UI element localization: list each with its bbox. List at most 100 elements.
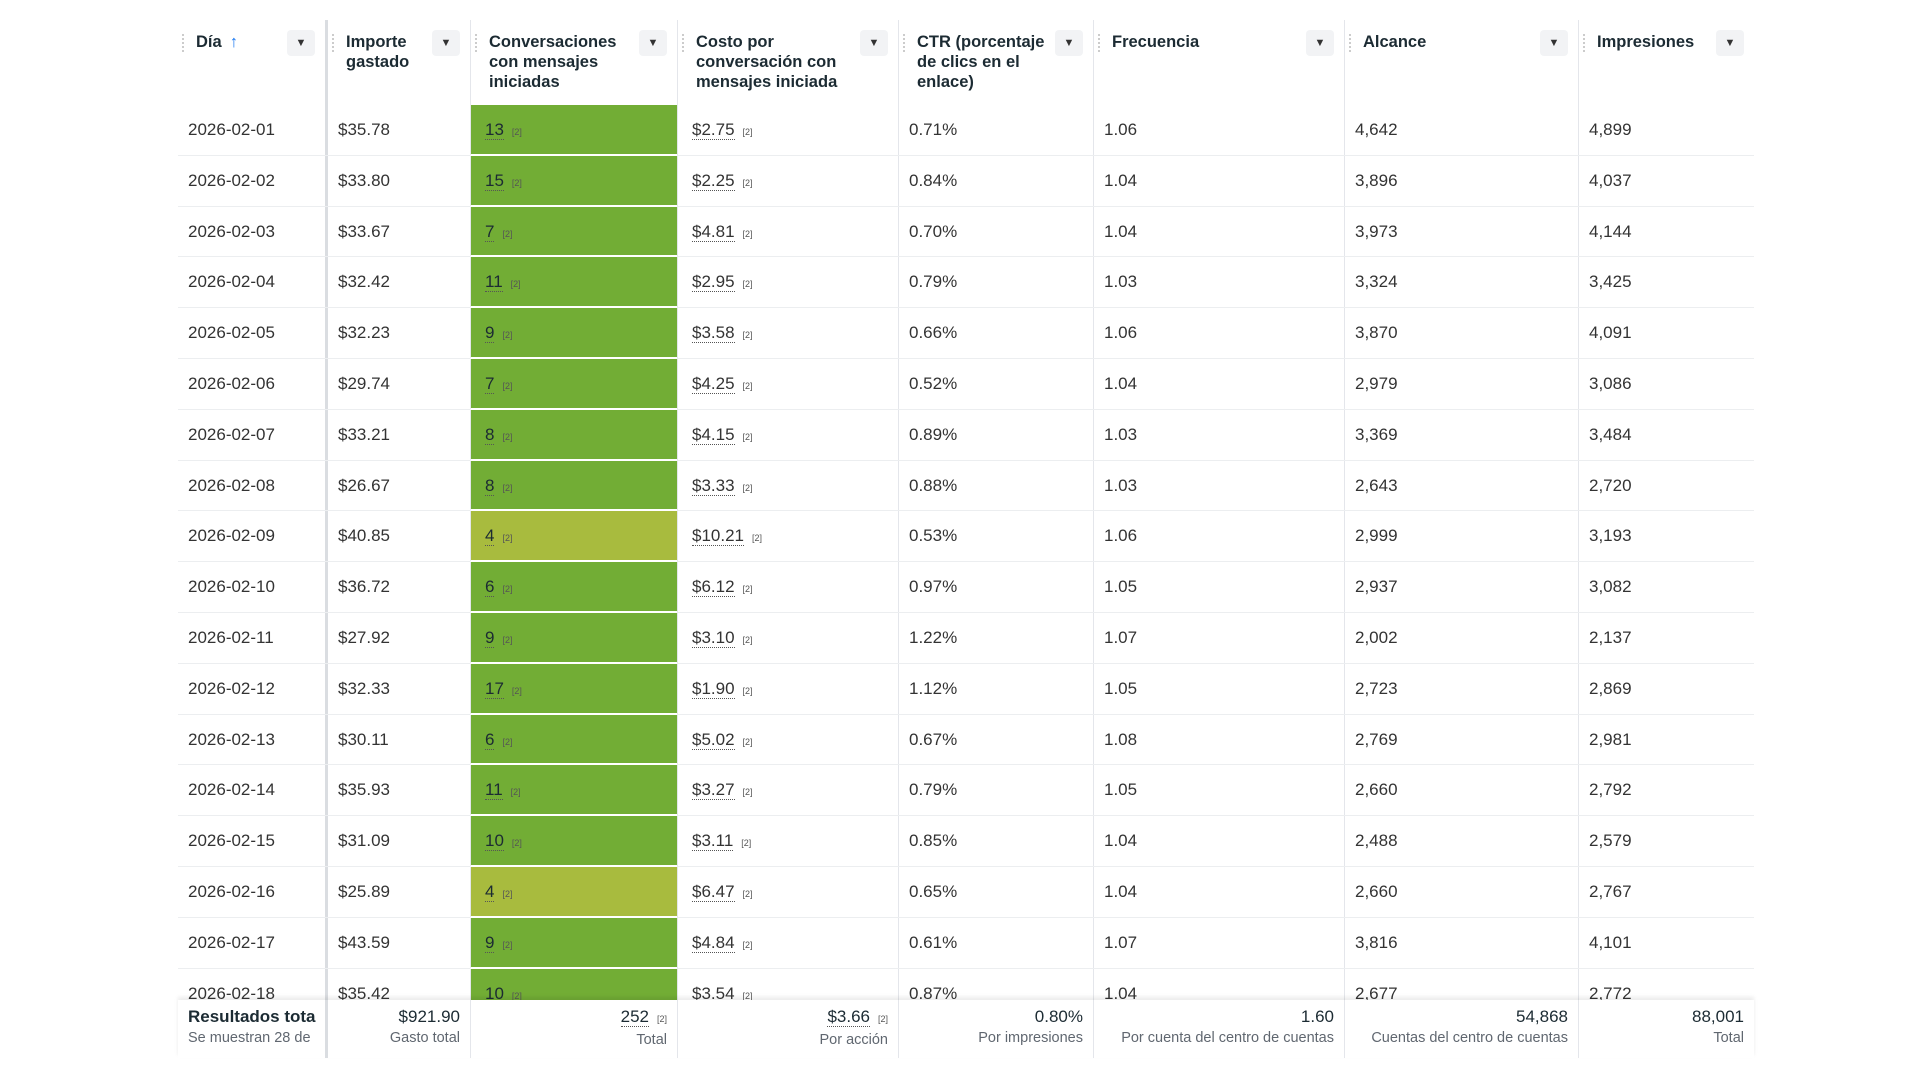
cell-col-3[interactable]: $3.11 [2] — [677, 816, 898, 866]
metric-link[interactable]: $4.81 — [692, 221, 735, 242]
cell-col-2[interactable]: 7 [2] — [470, 206, 677, 258]
metric-link[interactable]: 15 — [485, 170, 504, 191]
metric-link[interactable]: 4 — [485, 526, 495, 547]
cell-col-2[interactable]: 17 [2] — [470, 663, 677, 715]
metric-link[interactable]: $2.25 — [692, 170, 735, 191]
column-resize-handle[interactable] — [332, 34, 334, 52]
metric-link[interactable]: 13 — [485, 120, 504, 140]
metric-link[interactable]: $3.33 — [692, 475, 735, 496]
cell-col-2[interactable]: 10 [2] — [470, 816, 677, 867]
metric-link[interactable]: 11 — [485, 272, 503, 293]
column-menu-caret-down-icon[interactable]: ▼ — [639, 30, 667, 56]
metric-link[interactable]: 10 — [485, 984, 504, 1000]
metric-link[interactable]: 11 — [485, 780, 503, 801]
column-header-4[interactable]: CTR (porcentaje de clics en el enlace) ▼ — [898, 20, 1093, 105]
cell-col-3[interactable]: $4.15 [2] — [677, 409, 898, 460]
column-header-1[interactable]: Importe gastado ▼ — [325, 20, 470, 105]
column-header-7[interactable]: Impresiones ▼ — [1578, 20, 1754, 105]
metric-link[interactable]: 8 — [485, 475, 495, 496]
cell-col-2[interactable]: 9 [2] — [470, 308, 677, 359]
column-header-6[interactable]: Alcance ▼ — [1344, 20, 1578, 105]
column-resize-handle[interactable] — [682, 34, 684, 52]
cell-col-3[interactable]: $6.47 [2] — [677, 866, 898, 917]
metric-link[interactable]: 10 — [485, 831, 504, 852]
metric-link[interactable]: $2.75 — [692, 120, 735, 140]
cell-col-2[interactable]: 11 [2] — [470, 257, 677, 309]
cell-col-3[interactable]: $3.27 [2] — [677, 765, 898, 816]
cell-col-2[interactable]: 11 [2] — [470, 765, 677, 817]
cell-col-2[interactable]: 7 [2] — [470, 358, 677, 410]
metric-link[interactable]: $4.84 — [692, 932, 735, 953]
column-menu-caret-down-icon[interactable]: ▼ — [287, 30, 315, 56]
column-resize-handle[interactable] — [1098, 34, 1100, 52]
column-menu-caret-down-icon[interactable]: ▼ — [1306, 30, 1334, 56]
cell-col-2[interactable]: 9 [2] — [470, 612, 677, 664]
cell-col-3[interactable]: $6.12 [2] — [677, 562, 898, 612]
column-menu-caret-down-icon[interactable]: ▼ — [1055, 30, 1083, 56]
cell-col-3[interactable]: $3.58 [2] — [677, 308, 898, 358]
metric-link[interactable]: 8 — [485, 424, 495, 445]
cell-col-3[interactable]: $2.95 [2] — [677, 257, 898, 308]
metric-link[interactable]: $6.12 — [692, 577, 735, 598]
cell-col-3[interactable]: $3.10 [2] — [677, 612, 898, 663]
metric-link[interactable]: $3.27 — [692, 780, 735, 801]
column-resize-handle[interactable] — [182, 34, 184, 52]
metric-link[interactable]: $3.54 — [692, 984, 735, 1000]
cell-value: 0.79% — [909, 272, 958, 292]
cell-col-3[interactable]: $4.81 [2] — [677, 206, 898, 257]
cell-col-2[interactable]: 8 [2] — [470, 409, 677, 461]
column-resize-handle[interactable] — [475, 34, 477, 52]
table-body[interactable]: 2026-02-01 $35.78 13 [2] $2.75 [2] 0.71% 1.06 4,… — [178, 105, 1754, 1000]
metric-link[interactable]: $3.58 — [692, 323, 735, 344]
metric-link[interactable]: 4 — [485, 881, 495, 902]
column-header-2[interactable]: Conversaciones con mensajes iniciadas ▼ — [470, 20, 677, 105]
metric-link[interactable]: $5.02 — [692, 729, 735, 750]
column-header-5[interactable]: Frecuencia ▼ — [1093, 20, 1344, 105]
metric-link[interactable]: 6 — [485, 729, 495, 750]
cell-col-3[interactable]: $10.21 [2] — [677, 511, 898, 562]
cell-col-3[interactable]: $1.90 [2] — [677, 663, 898, 714]
column-resize-handle[interactable] — [1349, 34, 1351, 52]
metric-link[interactable]: $4.15 — [692, 424, 735, 445]
metric-link[interactable]: 7 — [485, 221, 495, 242]
column-header-0[interactable]: Día ↑ ▼ — [178, 20, 325, 105]
metric-link[interactable]: 9 — [485, 932, 495, 953]
column-resize-handle[interactable] — [903, 34, 905, 52]
cell-col-2[interactable]: 13 [2] — [470, 105, 677, 156]
column-menu-caret-down-icon[interactable]: ▼ — [1540, 30, 1568, 56]
column-menu-caret-down-icon[interactable]: ▼ — [860, 30, 888, 56]
cell-col-2[interactable]: 6 [2] — [470, 562, 677, 613]
cell-col-2[interactable]: 15 [2] — [470, 155, 677, 207]
cell-col-2[interactable]: 8 [2] — [470, 460, 677, 512]
metric-link[interactable]: $3.10 — [692, 627, 735, 648]
sort-ascending-icon[interactable]: ↑ — [229, 33, 238, 51]
cell-col-2[interactable]: 4 [2] — [470, 866, 677, 918]
column-header-3[interactable]: Costo por conversación con mensajes inic… — [677, 20, 898, 105]
metric-link[interactable]: $1.90 — [692, 678, 735, 699]
cell-col-7: 2,772 — [1578, 968, 1754, 1000]
column-resize-handle[interactable] — [1583, 34, 1585, 52]
cell-col-3[interactable]: $4.84 [2] — [677, 917, 898, 968]
cell-col-2[interactable]: 9 [2] — [470, 917, 677, 969]
metric-link[interactable]: 7 — [485, 373, 495, 394]
cell-col-2[interactable]: 4 [2] — [470, 511, 677, 563]
metric-link[interactable]: $4.25 — [692, 373, 735, 394]
cell-col-2[interactable]: 10 [2] — [470, 968, 677, 1000]
cell-col-2[interactable]: 6 [2] — [470, 714, 677, 766]
cell-col-3[interactable]: $4.25 [2] — [677, 358, 898, 409]
cell-col-3[interactable]: $2.25 [2] — [677, 155, 898, 206]
metric-link[interactable]: $3.11 — [692, 831, 734, 852]
cell-col-3[interactable]: $5.02 [2] — [677, 714, 898, 765]
cell-col-3[interactable]: $2.75 [2] — [677, 105, 898, 155]
column-menu-caret-down-icon[interactable]: ▼ — [432, 30, 460, 56]
metric-link[interactable]: 17 — [485, 678, 504, 699]
cell-col-3[interactable]: $3.33 [2] — [677, 460, 898, 511]
metric-link[interactable]: $6.47 — [692, 881, 735, 902]
metric-link[interactable]: 6 — [485, 577, 495, 598]
metric-link[interactable]: $2.95 — [692, 272, 735, 293]
metric-link[interactable]: $10.21 — [692, 526, 744, 547]
column-menu-caret-down-icon[interactable]: ▼ — [1716, 30, 1744, 56]
metric-link[interactable]: 9 — [485, 627, 495, 648]
cell-col-3[interactable]: $3.54 [2] — [677, 968, 898, 1000]
metric-link[interactable]: 9 — [485, 323, 495, 344]
